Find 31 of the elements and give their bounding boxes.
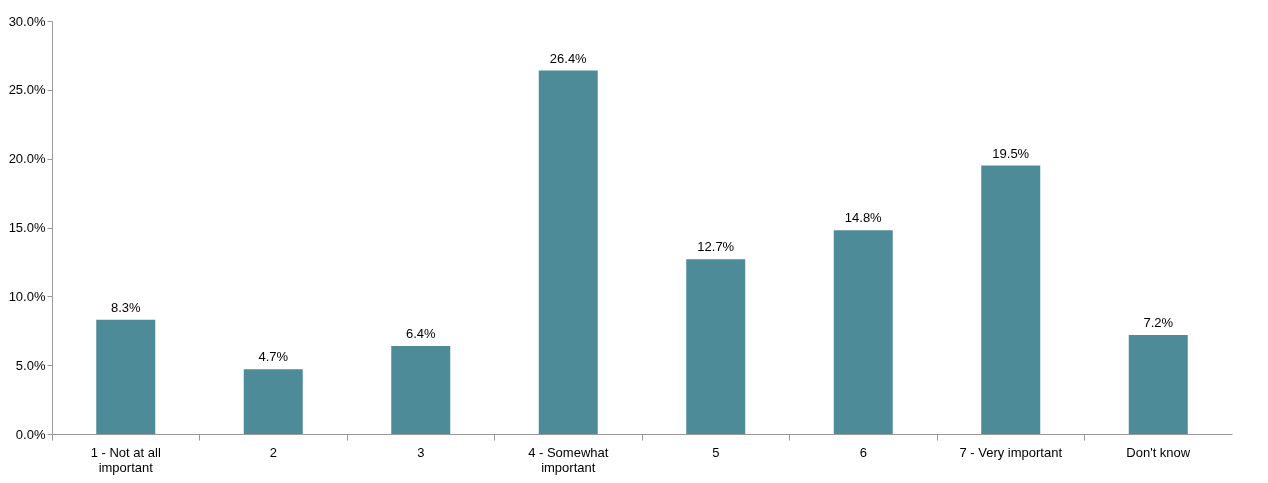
bar — [391, 345, 451, 434]
y-tick-label: 15.0% — [8, 220, 46, 235]
data-label: 4.7% — [258, 349, 289, 365]
x-tick-label: 6 — [859, 444, 867, 460]
bar — [1128, 334, 1188, 434]
y-tick-label: 30.0% — [8, 13, 46, 29]
x-tick-label: 4 - Somewhat important — [528, 444, 609, 475]
bar — [686, 259, 746, 434]
data-label: 12.7% — [697, 239, 735, 255]
bar — [833, 230, 893, 434]
bar — [981, 165, 1041, 434]
bar — [96, 319, 156, 434]
x-tick-label: Don't know — [1126, 444, 1191, 460]
y-tick-label: 10.0% — [8, 288, 46, 304]
data-label: 14.8% — [844, 210, 883, 226]
x-tick-label: 3 — [417, 444, 425, 460]
data-label: 8.3% — [110, 299, 141, 315]
x-tick-label: 2 — [269, 444, 277, 460]
x-tick-label: 7 - Very important — [959, 444, 1063, 460]
bar — [243, 369, 303, 434]
bar — [538, 70, 598, 434]
x-tick-label: 1 - Not at all important — [90, 444, 161, 475]
y-tick-label: 0.0% — [15, 426, 46, 442]
data-label: 19.5% — [992, 145, 1030, 161]
y-tick-label: 20.0% — [8, 151, 46, 167]
y-tick-label: 25.0% — [8, 82, 46, 98]
data-label: 7.2% — [1143, 314, 1174, 330]
y-tick-label: 5.0% — [15, 357, 46, 373]
data-label: 6.4% — [405, 325, 436, 341]
data-label: 26.4% — [549, 50, 588, 66]
x-tick-label: 5 — [712, 444, 720, 460]
